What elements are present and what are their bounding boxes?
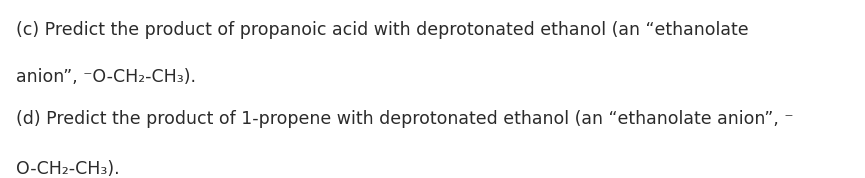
Text: O-CH₂-CH₃).: O-CH₂-CH₃).: [16, 160, 119, 178]
Text: anion”, ⁻O-CH₂-CH₃).: anion”, ⁻O-CH₂-CH₃).: [16, 68, 195, 86]
Text: (c) Predict the product of propanoic acid with deprotonated ethanol (an “ethanol: (c) Predict the product of propanoic aci…: [16, 21, 748, 39]
Text: (d) Predict the product of 1-propene with deprotonated ethanol (an “ethanolate a: (d) Predict the product of 1-propene wit…: [16, 110, 793, 128]
